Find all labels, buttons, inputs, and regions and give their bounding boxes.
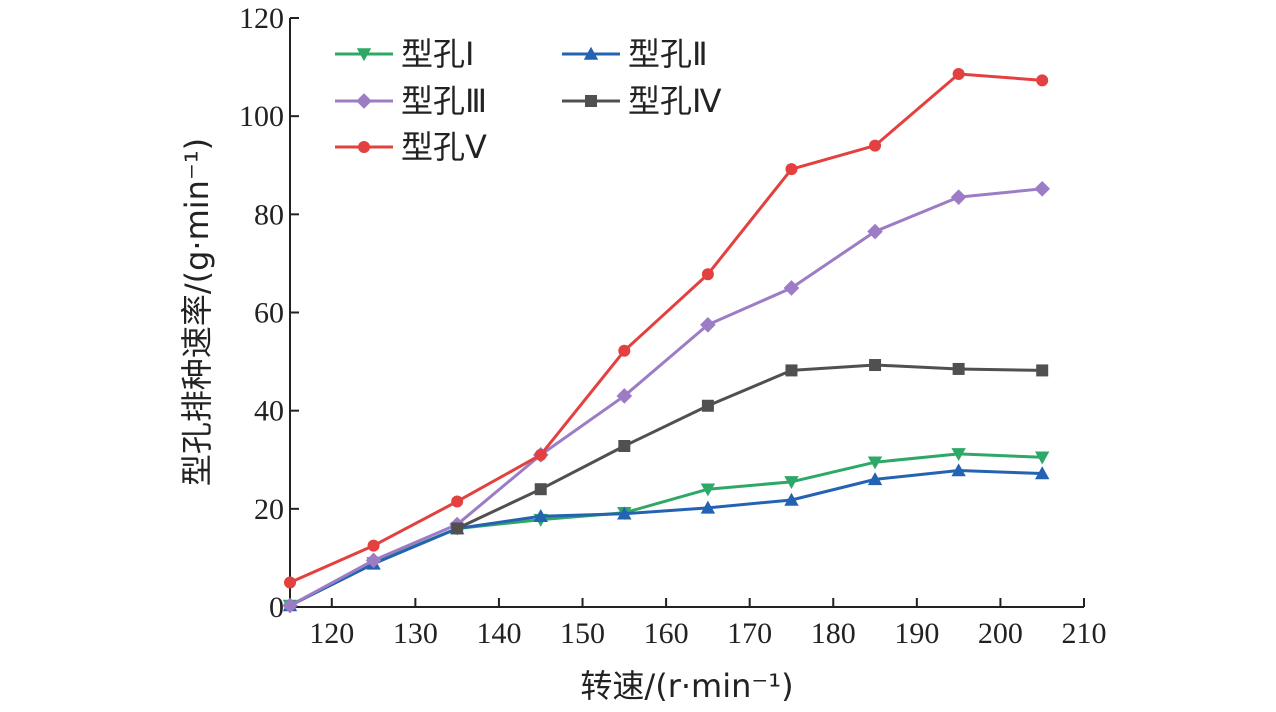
data-point	[701, 268, 714, 281]
legend-item: 型孔Ⅰ	[335, 35, 474, 73]
x-tick-label: 170	[727, 617, 772, 650]
legend-label: 型孔Ⅴ	[401, 128, 487, 166]
y-tick-label: 80	[254, 198, 284, 231]
y-axis-title: 型孔排种速率/(g·min⁻¹)	[178, 138, 216, 486]
legend-item: 型孔Ⅲ	[335, 82, 487, 120]
data-point	[952, 362, 965, 375]
data-point	[783, 280, 800, 296]
legend-item: 型孔Ⅱ	[562, 35, 708, 73]
legend: 型孔Ⅰ 型孔Ⅱ 型孔Ⅲ 型孔Ⅳ 型孔Ⅴ	[335, 35, 722, 166]
data-point	[700, 500, 716, 514]
data-point	[284, 576, 296, 589]
x-tick-label: 120	[309, 617, 354, 650]
data-point	[867, 456, 883, 470]
data-point	[700, 483, 716, 497]
y-tick-label: 100	[239, 100, 284, 133]
legend-marker	[356, 93, 372, 109]
series-line	[289, 72, 1043, 584]
legend-label: 型孔Ⅳ	[628, 82, 722, 120]
legend-marker	[585, 95, 597, 107]
y-tick-label: 40	[254, 395, 284, 428]
x-tick-label: 200	[978, 617, 1023, 650]
x-tick-label: 140	[476, 617, 521, 650]
data-point	[451, 495, 464, 508]
data-point	[700, 316, 716, 333]
x-tick-label: 150	[560, 617, 605, 650]
x-axis-title: 转速/(r·min⁻¹)	[580, 667, 793, 705]
y-tick-label: 20	[254, 493, 284, 526]
data-point	[618, 344, 631, 357]
legend-item: 型孔Ⅴ	[335, 128, 487, 166]
x-tick-label: 160	[644, 617, 689, 650]
data-point	[618, 440, 631, 453]
legend-item: 型孔Ⅳ	[562, 82, 722, 120]
data-point	[1036, 74, 1049, 87]
legend-marker	[583, 46, 599, 60]
series-line	[456, 363, 1043, 530]
y-tick-label: 0	[269, 591, 284, 624]
data-point	[533, 508, 548, 522]
x-tick-label: 180	[811, 617, 856, 650]
x-tick-label: 190	[894, 617, 939, 650]
data-point	[869, 359, 882, 372]
legend-marker	[356, 48, 372, 62]
data-point	[282, 597, 298, 614]
series-5	[284, 67, 1049, 589]
x-tick-label: 210	[1062, 617, 1107, 650]
data-point	[785, 364, 798, 377]
series-2	[282, 463, 1050, 612]
data-point	[1036, 364, 1049, 377]
legend-marker	[358, 141, 370, 153]
data-point	[534, 483, 547, 496]
data-point	[950, 189, 967, 205]
data-point	[784, 492, 799, 506]
data-point	[701, 399, 714, 412]
legend-label: 型孔Ⅲ	[401, 82, 487, 120]
data-point	[534, 448, 547, 461]
data-point	[867, 472, 883, 486]
data-point	[1034, 181, 1051, 197]
y-tick-label: 120	[239, 2, 284, 35]
data-point	[365, 552, 382, 569]
data-point	[951, 448, 966, 462]
x-ticks: 120 130 140 150 160 170 180 190 200 210	[309, 598, 1107, 650]
data-point	[867, 223, 883, 240]
data-point	[617, 506, 632, 520]
data-point	[869, 139, 882, 152]
data-point	[951, 463, 966, 477]
data-point	[451, 522, 464, 535]
data-point	[1035, 451, 1050, 465]
series-4	[451, 359, 1049, 535]
y-ticks: 0 20 40 60 80 100 120	[239, 2, 299, 624]
data-point	[1035, 466, 1050, 480]
legend-label: 型孔Ⅱ	[628, 35, 708, 73]
series-layer	[282, 67, 1051, 614]
data-point	[952, 67, 965, 80]
legend-label: 型孔Ⅰ	[401, 35, 474, 73]
data-point	[367, 539, 380, 552]
x-tick-label: 130	[393, 617, 438, 650]
data-point	[785, 163, 798, 176]
y-tick-label: 60	[254, 297, 284, 330]
series-line	[289, 469, 1043, 607]
data-point	[616, 388, 633, 404]
series-line	[289, 187, 1043, 607]
data-point	[784, 476, 799, 490]
series-3	[282, 181, 1051, 614]
